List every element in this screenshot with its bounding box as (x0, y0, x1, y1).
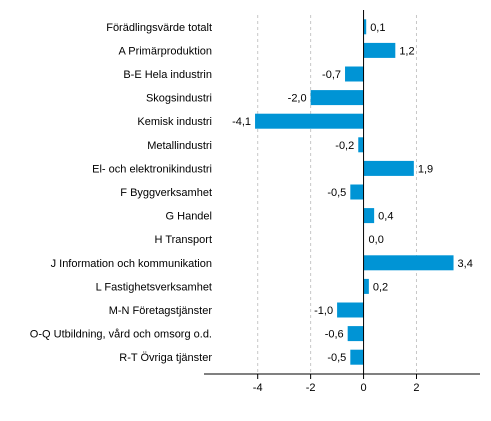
category-label: O-Q Utbildning, vård och omsorg o.d. (30, 329, 212, 341)
bars (255, 19, 454, 365)
category-label: B-E Hela industrin (123, 69, 212, 81)
bar (363, 19, 367, 35)
data-label: -0,2 (335, 140, 354, 152)
category-label: J Information och kommunikation (51, 258, 212, 270)
bar (363, 160, 414, 176)
bar (345, 66, 364, 82)
axes: -4 -2 0 2 (204, 10, 480, 394)
category-label: R-T Övriga tjänster (119, 352, 212, 364)
data-label: 1,2 (399, 45, 414, 57)
data-label: 0,2 (373, 281, 388, 293)
category-label: H Transport (155, 234, 212, 246)
category-label: A Primärproduktion (118, 45, 212, 57)
category-label: Förädlingsvärde totalt (106, 22, 212, 34)
x-tick-label: 2 (413, 382, 419, 394)
data-label: 1,9 (418, 163, 433, 175)
bar (363, 255, 454, 271)
bar (363, 208, 375, 224)
bar (337, 302, 364, 318)
category-label: Metallindustri (147, 140, 212, 152)
bar (350, 349, 364, 365)
category-label: Skogsindustri (146, 93, 212, 105)
x-tick-label: -4 (253, 382, 263, 394)
data-label: -0,5 (327, 187, 346, 199)
data-label: 0,4 (378, 211, 393, 223)
bar (310, 90, 364, 106)
data-label: -0,7 (322, 69, 341, 81)
data-label: -1,0 (314, 305, 333, 317)
x-tick-label: -2 (306, 382, 316, 394)
labels: Förädlingsvärde totalt A Primärproduktion… (30, 22, 473, 364)
data-label: -4,1 (232, 116, 251, 128)
bar (255, 113, 364, 129)
bar (358, 137, 364, 153)
bar (363, 278, 369, 294)
category-label: El- och elektronikindustri (92, 163, 212, 175)
data-label: 0,1 (370, 22, 385, 34)
data-label: -0,6 (325, 329, 344, 341)
category-label: Kemisk industri (137, 116, 212, 128)
x-tick-label: 0 (360, 382, 366, 394)
data-label: -2,0 (288, 93, 307, 105)
category-label: M-N Företagstjänster (109, 305, 213, 317)
data-label: 3,4 (458, 258, 473, 270)
category-label: F Byggverksamhet (120, 187, 212, 199)
data-label: 0,0 (369, 234, 384, 246)
bar (347, 326, 364, 342)
data-label: -0,5 (327, 352, 346, 364)
category-label: G Handel (166, 211, 212, 223)
bar (350, 184, 364, 200)
bar (363, 42, 396, 58)
category-label: L Fastighetsverksamhet (96, 281, 212, 293)
